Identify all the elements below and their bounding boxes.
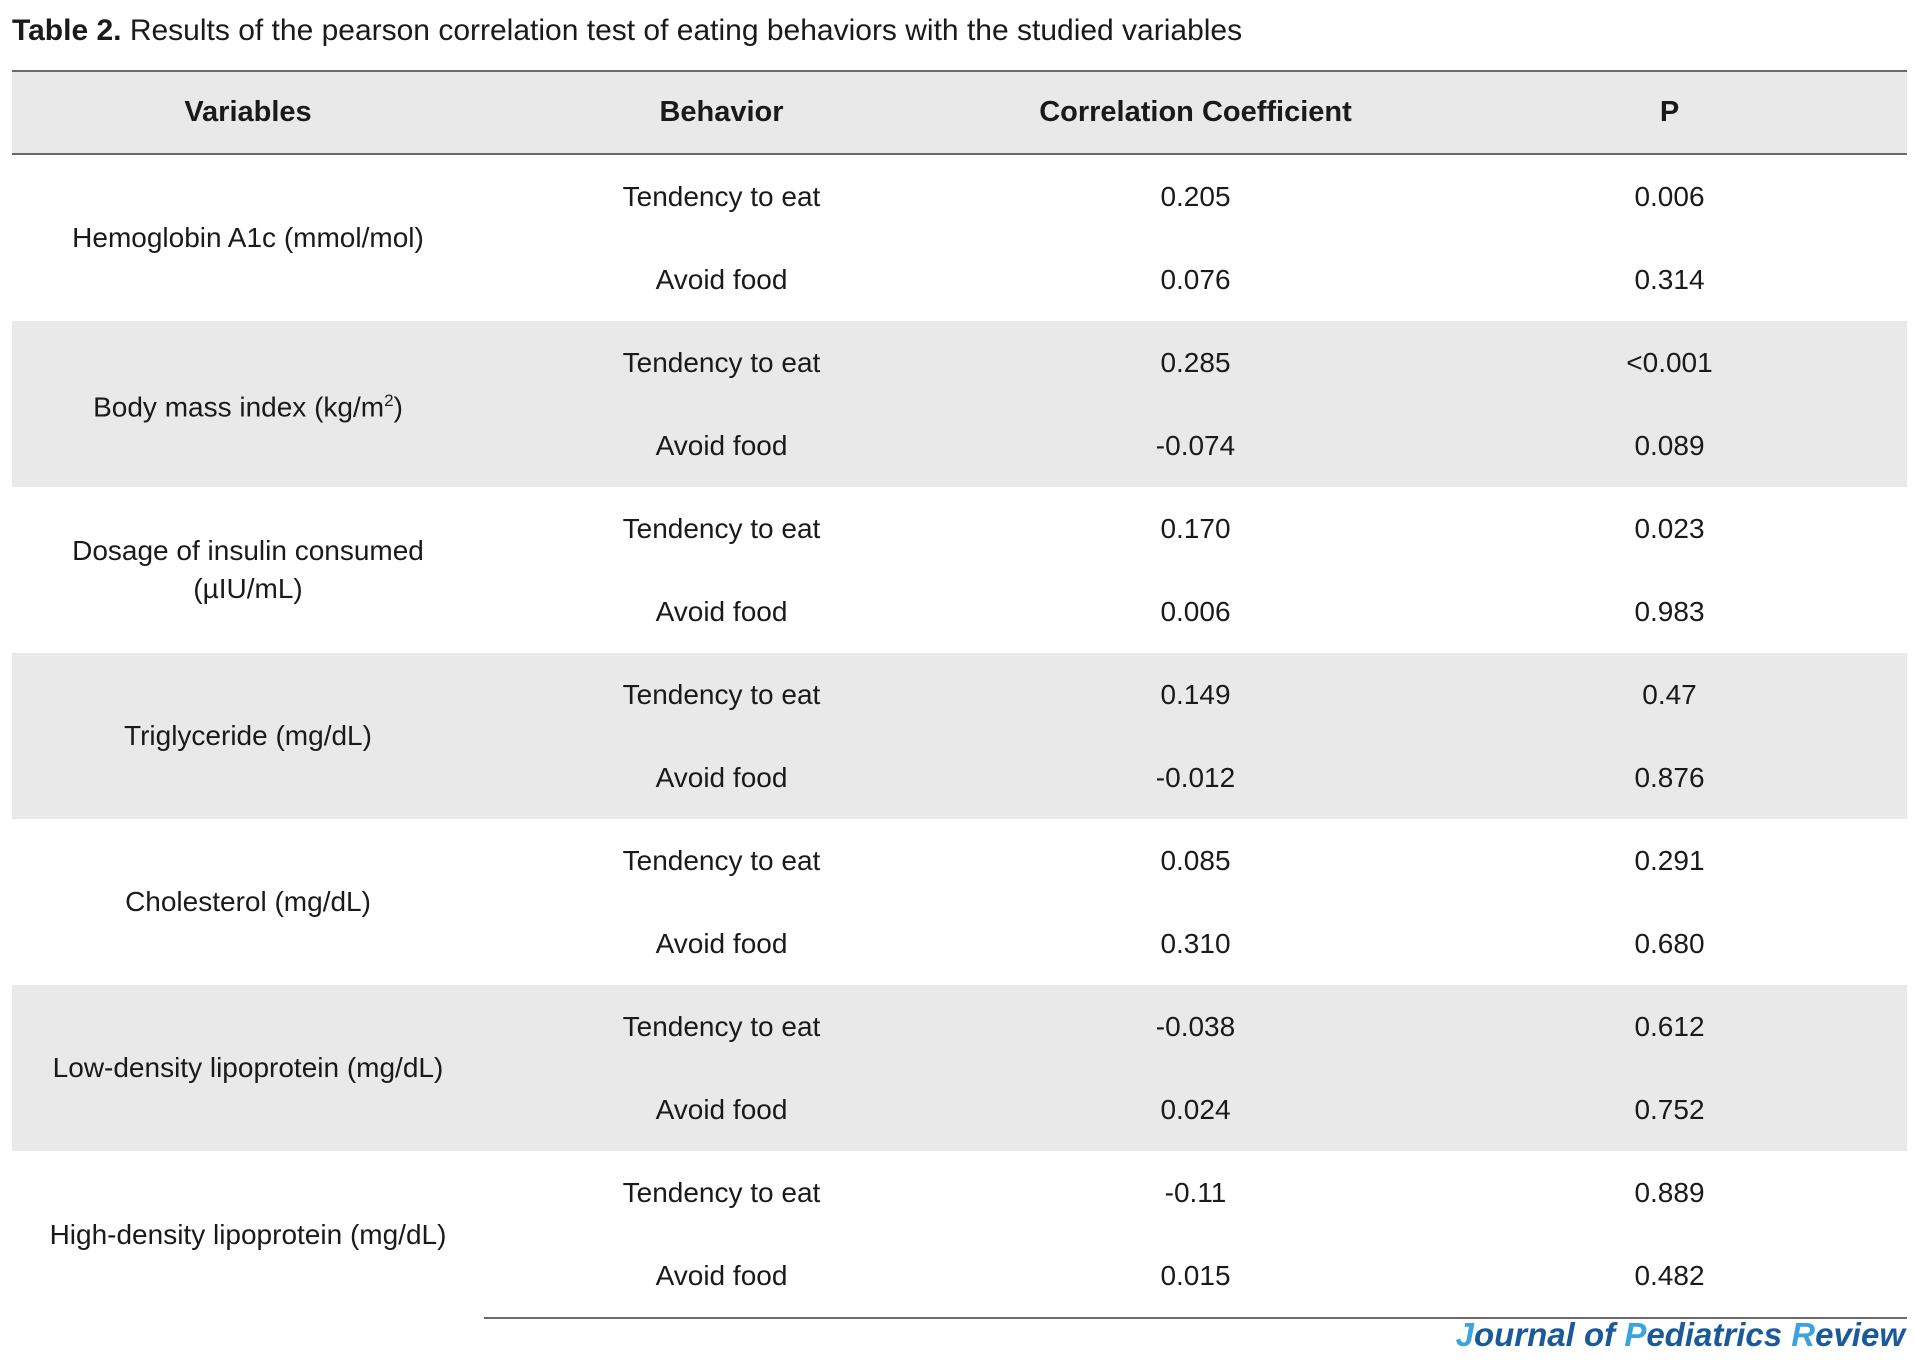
- journal-initial: J: [1455, 1316, 1474, 1353]
- table-caption: Table 2. Results of the pearson correlat…: [12, 10, 1242, 52]
- behavior-cell: Tendency to eat: [484, 653, 959, 736]
- behavior-cell: Avoid food: [655, 927, 788, 959]
- correlation-coefficient-cell: -0.11: [1164, 1176, 1227, 1208]
- table-row: Avoid food 0.024 0.752: [12, 1068, 1907, 1151]
- variable-name: High-density lipoprotein (mg/dL): [49, 1218, 447, 1250]
- variable-name: Triglyceride (mg/dL): [124, 720, 372, 751]
- correlation-coefficient-cell: -0.074: [959, 404, 1432, 487]
- correlation-coefficient-cell: 0.310: [1160, 927, 1231, 959]
- correlation-table: Variables Behavior Correlation Coefficie…: [12, 70, 1907, 1319]
- variable-cell: Hemoglobin A1c (mmol/mol): [12, 154, 484, 321]
- header-correlation-coefficient: Correlation Coefficient: [959, 70, 1432, 155]
- behavior-cell: Tendency to eat: [622, 1176, 821, 1208]
- p-value-cell: 0.680: [1634, 927, 1705, 959]
- correlation-coefficient-cell: -0.012: [959, 736, 1432, 819]
- correlation-coefficient-cell: 0.015: [959, 1234, 1432, 1319]
- header-p: P: [1432, 70, 1907, 155]
- table-row: High-density lipoprotein (mg/dL) Tendency…: [12, 1151, 1907, 1250]
- correlation-coefficient-cell: 0.024: [959, 1068, 1432, 1151]
- correlation-coefficient-cell: 0.170: [1160, 512, 1231, 544]
- table-row: Dosage of insulin consumed (µIU/mL) Tenden…: [12, 487, 1907, 605]
- variable-cell: Dosage of insulin consumed (µIU/mL): [12, 487, 484, 653]
- behavior-cell: Tendency to eat: [622, 844, 821, 876]
- table-row: Avoid food -0.012 0.876: [12, 736, 1907, 819]
- p-value-cell: 0.314: [1634, 263, 1705, 295]
- table-body: Hemoglobin A1c (mmol/mol) Tendency to eat…: [12, 154, 1907, 1319]
- p-value-cell: <0.001: [1432, 321, 1907, 404]
- variable-name: Cholesterol (mg/dL): [125, 886, 371, 917]
- variable-cell: Triglyceride (mg/dL): [12, 653, 484, 819]
- journal-initial: P: [1624, 1316, 1647, 1353]
- journal-initial: R: [1791, 1316, 1816, 1353]
- p-value-cell: 0.752: [1432, 1068, 1907, 1151]
- journal-text: ournal of: [1473, 1316, 1625, 1353]
- correlation-coefficient-cell: 0.285: [959, 321, 1432, 404]
- p-value-cell: 0.023: [1634, 512, 1705, 544]
- behavior-cell: Tendency to eat: [484, 321, 959, 404]
- header-variables: Variables: [12, 70, 484, 155]
- p-value-cell: 0.876: [1432, 736, 1907, 819]
- header-behavior: Behavior: [484, 70, 959, 155]
- behavior-cell: Avoid food: [484, 1068, 959, 1151]
- table-row: Body mass index (kg/m2) Tendency to eat 0.…: [12, 321, 1907, 487]
- p-value-cell: 0.983: [1634, 595, 1705, 627]
- behavior-cell: Avoid food: [655, 595, 788, 627]
- p-value-cell: 0.291: [1634, 844, 1705, 876]
- correlation-coefficient-cell: 0.085: [1160, 844, 1231, 876]
- p-value-cell: 0.006: [1634, 180, 1705, 212]
- table-row: Low-density lipoprotein (mg/dL) Tendency …: [12, 985, 1907, 1151]
- variable-unit: (µIU/mL): [193, 573, 303, 604]
- correlation-coefficient-cell: -0.038: [959, 985, 1432, 1068]
- behavior-cell: Tendency to eat: [484, 985, 959, 1068]
- p-value-cell: 0.47: [1432, 653, 1907, 736]
- variable-cell: Body mass index (kg/m2): [12, 321, 484, 487]
- table-header-row: Variables Behavior Correlation Coefficie…: [12, 70, 1907, 155]
- p-value-cell: 0.482: [1432, 1234, 1907, 1319]
- variable-cell: High-density lipoprotein (mg/dL): [12, 1151, 484, 1318]
- correlation-coefficient-cell: 0.205: [1160, 180, 1231, 212]
- behavior-cell: Tendency to eat: [622, 512, 821, 544]
- behavior-cell: Avoid food: [484, 736, 959, 819]
- correlation-coefficient-cell: 0.006: [1160, 595, 1231, 627]
- correlation-coefficient-cell: 0.149: [959, 653, 1432, 736]
- variable-name: Low-density lipoprotein (mg/dL): [52, 1052, 444, 1083]
- p-value-cell: 0.089: [1432, 404, 1907, 487]
- variable-name: Hemoglobin A1c (mmol/mol): [72, 222, 424, 253]
- p-value-cell: 0.612: [1432, 985, 1907, 1068]
- behavior-cell: Avoid food: [484, 1234, 959, 1319]
- journal-name: Journal of Pediatrics Review: [1456, 1316, 1905, 1354]
- behavior-cell: Tendency to eat: [622, 180, 821, 212]
- variable-name: Dosage of insulin consumed: [72, 535, 424, 566]
- variable-unit-suffix: ): [393, 391, 403, 423]
- variable-name: Body mass index (kg/m: [93, 391, 385, 423]
- journal-text: ediatrics: [1646, 1316, 1792, 1353]
- behavior-cell: Avoid food: [655, 263, 788, 295]
- table-row: Avoid food 0.006 0.983: [12, 570, 1907, 653]
- table-row: Avoid food -0.074 0.089: [12, 404, 1907, 487]
- table-row: Avoid food 0.076 0.314: [12, 238, 1907, 321]
- table-row: Triglyceride (mg/dL) Tendency to eat 0.149…: [12, 653, 1907, 819]
- table-row: Hemoglobin A1c (mmol/mol) Tendency to eat…: [12, 154, 1907, 254]
- p-value-cell: 0.889: [1634, 1176, 1705, 1208]
- table-row: Avoid food 0.310 0.680: [12, 902, 1907, 985]
- variable-cell: Low-density lipoprotein (mg/dL): [12, 985, 484, 1151]
- table-caption-text: Results of the pearson correlation test …: [121, 14, 1243, 47]
- table-caption-label: Table 2.: [12, 14, 122, 47]
- variable-unit-superscript: 2: [384, 390, 394, 410]
- table-row: Avoid food 0.015 0.482: [12, 1234, 1907, 1319]
- table-row: Cholesterol (mg/dL) Tendency to eat 0.085 0…: [12, 819, 1907, 918]
- journal-text: eview: [1815, 1316, 1905, 1353]
- correlation-coefficient-cell: 0.076: [1160, 263, 1231, 295]
- behavior-cell: Avoid food: [484, 404, 959, 487]
- variable-cell: Cholesterol (mg/dL): [12, 819, 484, 985]
